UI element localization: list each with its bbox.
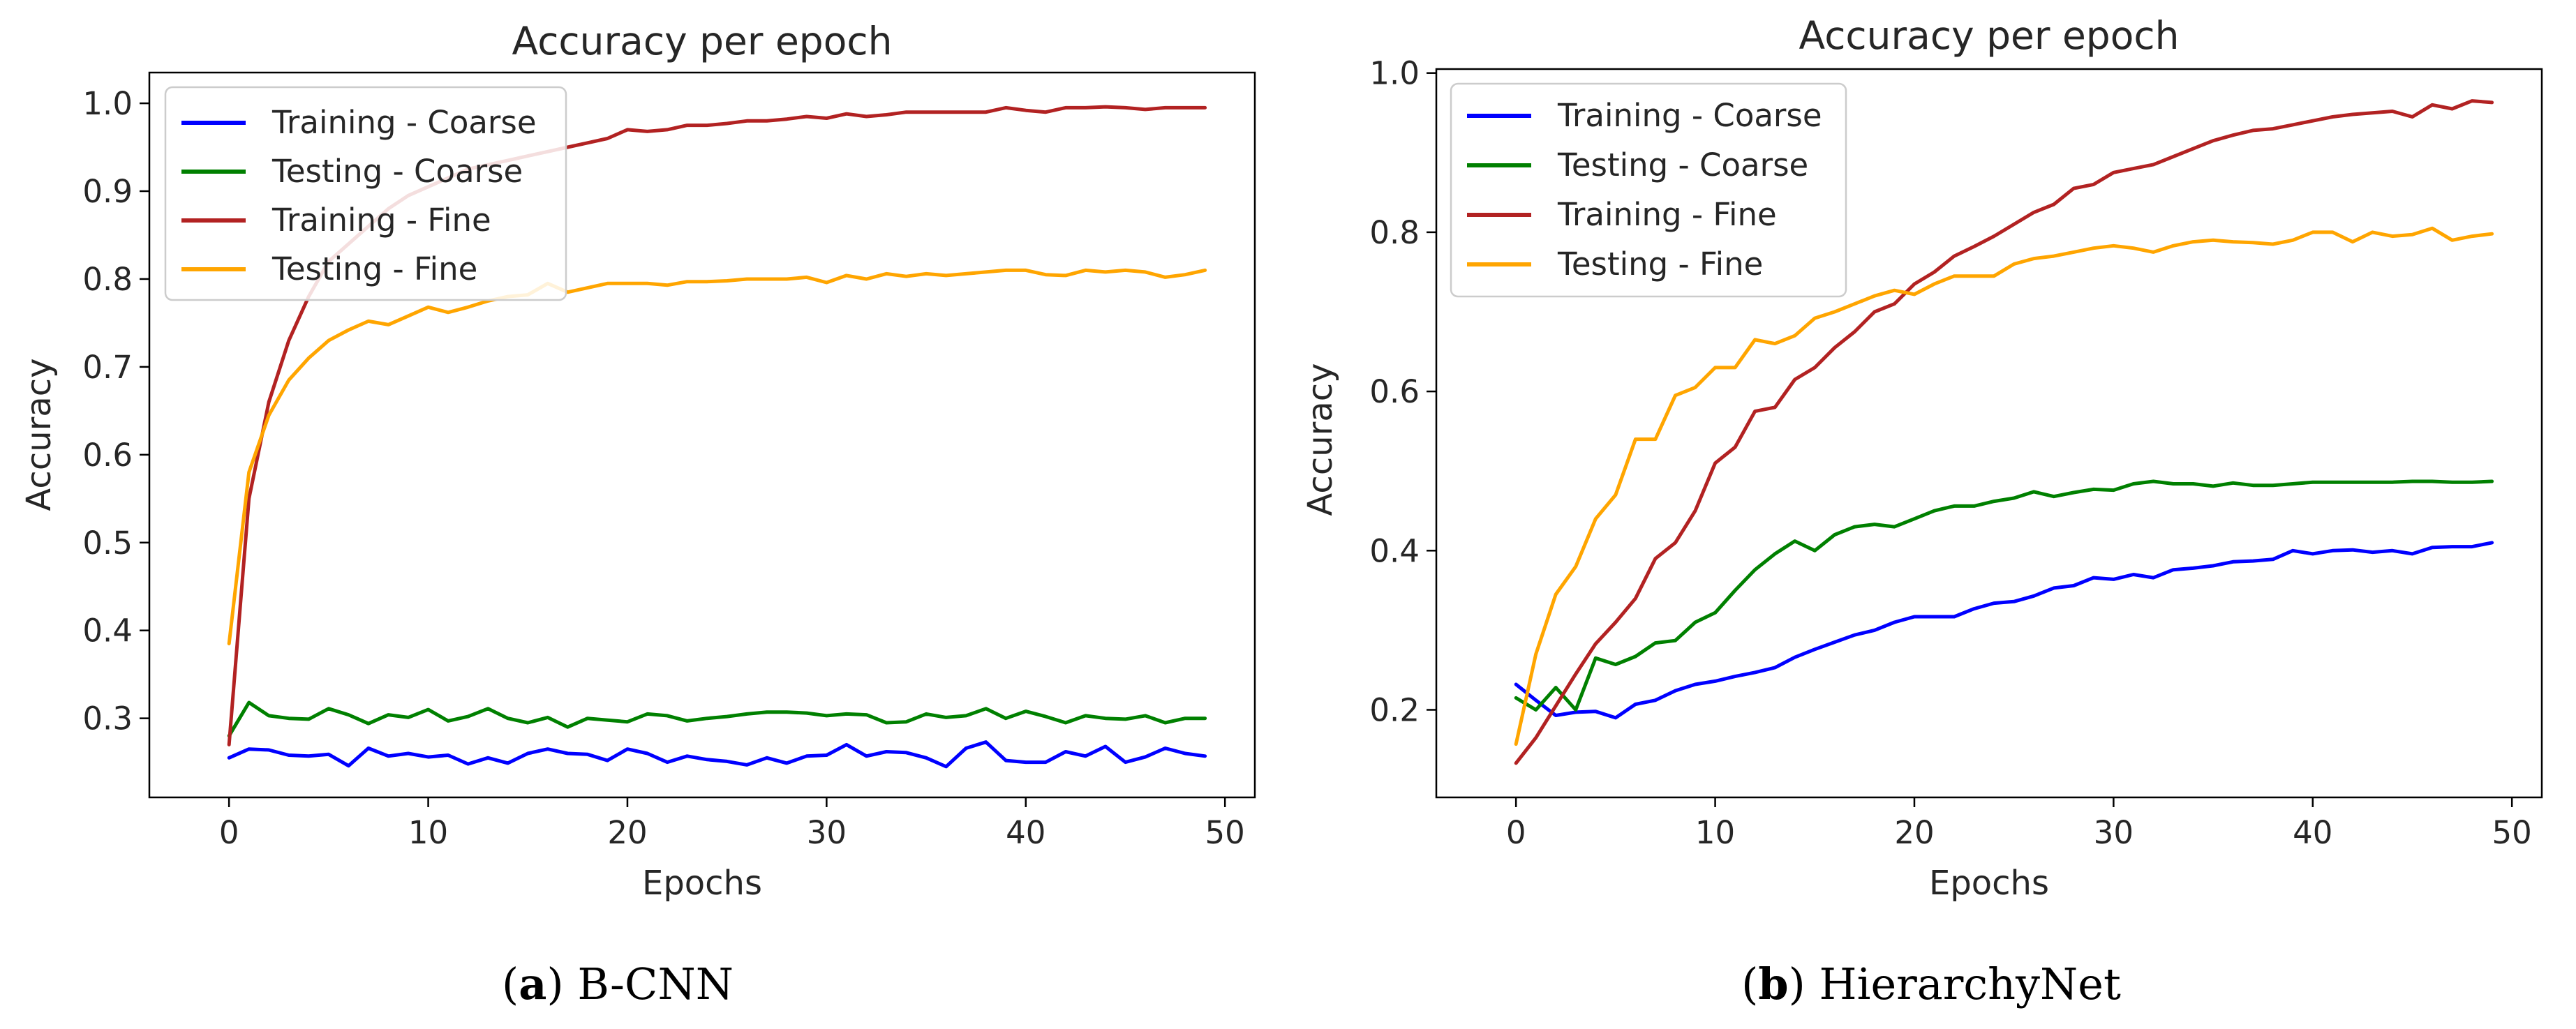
caption-name: B-CNN [577, 959, 734, 1009]
caption-tag: a [519, 959, 546, 1009]
series-line [227, 700, 1207, 738]
series-line [227, 268, 1207, 646]
caption-close-paren: ) [1789, 959, 1819, 1009]
caption-tag: b [1758, 959, 1788, 1009]
legend-entry: Training - Coarse [1467, 97, 1822, 134]
series-line [1514, 226, 2494, 746]
x-tick-label: 50 [2492, 814, 2532, 851]
caption: (b) HierarchyNet [1741, 959, 2121, 1009]
plot-area [148, 71, 1256, 799]
legend-label: Training - Coarse [1557, 97, 1822, 134]
y-tick-label: 0.5 [82, 525, 133, 562]
caption-open-paren: ( [1741, 959, 1758, 1009]
legend-label: Testing - Fine [1557, 246, 1763, 283]
legend-label: Testing - Coarse [271, 153, 523, 190]
legend-entry: Testing - Fine [1467, 246, 1763, 283]
x-tick-label: 10 [408, 814, 448, 851]
chart-panel-a: Accuracy per epoch 0 10 20 30 40 50 0.3 0.4 0.5… [20, 19, 1256, 1009]
x-axis: 0 10 20 30 40 50 [1506, 797, 2532, 851]
x-tick-label: 30 [807, 814, 847, 851]
y-axis-label: Accuracy [20, 358, 59, 511]
legend: Training - Coarse Testing - Coarse Train… [164, 86, 567, 301]
x-tick-label: 10 [1695, 814, 1735, 851]
y-tick-label: 0.8 [1369, 214, 1420, 251]
y-tick-label: 0.6 [1369, 373, 1420, 410]
y-tick-label: 0.7 [82, 349, 133, 386]
legend-entry: Training - Fine [1467, 196, 1777, 233]
legend-entry: Testing - Coarse [1467, 147, 1808, 183]
x-axis: 0 10 20 30 40 50 [219, 797, 1245, 851]
legend-box [1450, 82, 1847, 298]
x-tick-label: 30 [2094, 814, 2134, 851]
x-tick-label: 40 [1006, 814, 1045, 851]
y-tick-label: 0.3 [82, 700, 133, 737]
legend-label: Training - Fine [1557, 196, 1777, 233]
y-tick-label: 0.9 [82, 173, 133, 210]
legend-label: Testing - Fine [271, 250, 477, 287]
chart-title: Accuracy per epoch [1799, 13, 2180, 58]
y-tick-label: 0.6 [82, 437, 133, 474]
y-tick-label: 0.2 [1369, 691, 1420, 728]
legend-box [164, 86, 567, 301]
caption-close-paren: ) [546, 959, 577, 1009]
series-line [1514, 99, 2494, 765]
x-tick-label: 40 [2293, 814, 2332, 851]
chart-title: Accuracy per epoch [512, 19, 893, 63]
series-lines [1514, 99, 2494, 765]
y-tick-label: 0.4 [1369, 532, 1420, 569]
x-axis-label: Epochs [1929, 864, 2049, 903]
y-tick-label: 0.8 [82, 261, 133, 298]
y-axis-label: Accuracy [1301, 363, 1340, 516]
x-tick-label: 0 [1506, 814, 1526, 851]
series-line [227, 740, 1207, 769]
x-axis-label: Epochs [642, 864, 762, 903]
legend-entry: Testing - Fine [181, 250, 477, 287]
legend-entry: Training - Fine [181, 202, 491, 239]
caption: (a) B-CNN [502, 959, 734, 1009]
plot-area [1435, 68, 2543, 799]
legend-label: Training - Coarse [271, 104, 537, 141]
y-tick-label: 0.4 [82, 613, 133, 649]
series-line [1514, 541, 2494, 720]
legend-entry: Testing - Coarse [181, 153, 523, 190]
y-axis: 0.3 0.4 0.5 0.6 0.7 0.8 0.9 1.0 [82, 85, 149, 737]
caption-name: HierarchyNet [1819, 959, 2121, 1009]
legend-entry: Training - Coarse [181, 104, 537, 141]
x-tick-label: 0 [219, 814, 239, 851]
series-line [1514, 479, 2494, 712]
x-tick-label: 20 [607, 814, 647, 851]
chart-panel-b: Accuracy per epoch 0 10 20 30 40 50 0.2 0.4 0.6… [1301, 13, 2543, 1009]
caption-open-paren: ( [502, 959, 519, 1009]
y-tick-label: 1.0 [82, 85, 133, 122]
x-tick-label: 50 [1205, 814, 1245, 851]
y-tick-label: 1.0 [1369, 55, 1420, 92]
x-tick-label: 20 [1894, 814, 1934, 851]
legend-label: Testing - Coarse [1557, 147, 1808, 183]
y-axis: 0.2 0.4 0.6 0.8 1.0 [1369, 55, 1436, 728]
legend-label: Training - Fine [271, 202, 491, 239]
legend: Training - Coarse Testing - Coarse Train… [1450, 82, 1847, 298]
